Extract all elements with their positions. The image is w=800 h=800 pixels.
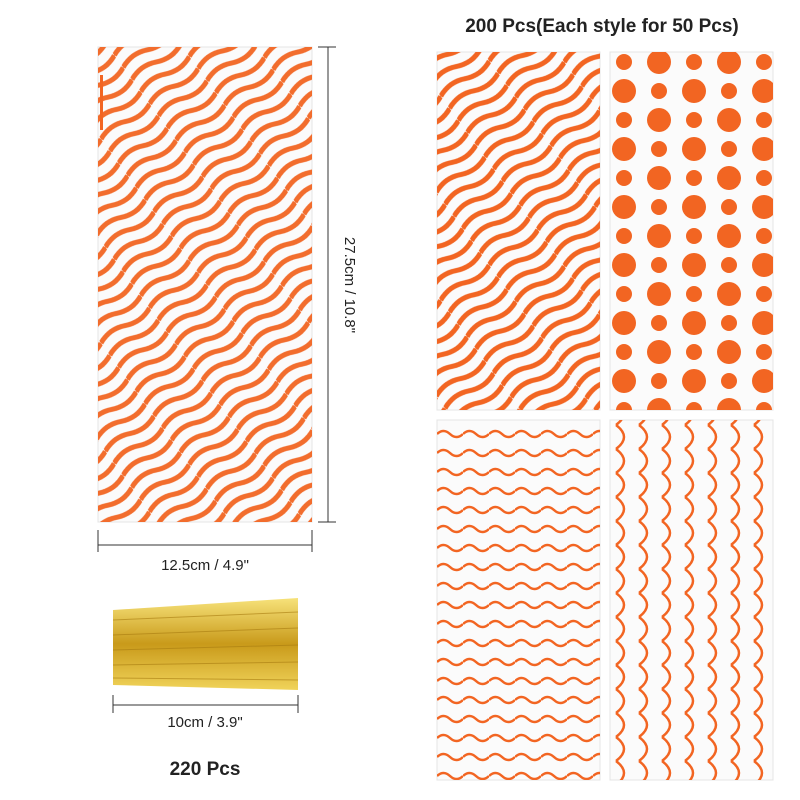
title: 200 Pcs(Each style for 50 Pcs) bbox=[465, 16, 739, 37]
tie-dimension bbox=[112, 695, 299, 713]
tie-length-label: 10cm / 3.9" bbox=[167, 714, 242, 731]
tie-count-label: 220 Pcs bbox=[170, 759, 241, 780]
width-label: 12.5cm / 4.9" bbox=[161, 557, 249, 574]
height-dimension bbox=[318, 46, 336, 523]
bag-styles bbox=[436, 51, 774, 781]
bag-tab bbox=[100, 75, 103, 130]
height-label: 27.5cm / 10.8" bbox=[341, 237, 358, 333]
twist-ties bbox=[112, 598, 299, 690]
width-dimension bbox=[97, 530, 313, 552]
bag-pattern bbox=[98, 47, 312, 522]
